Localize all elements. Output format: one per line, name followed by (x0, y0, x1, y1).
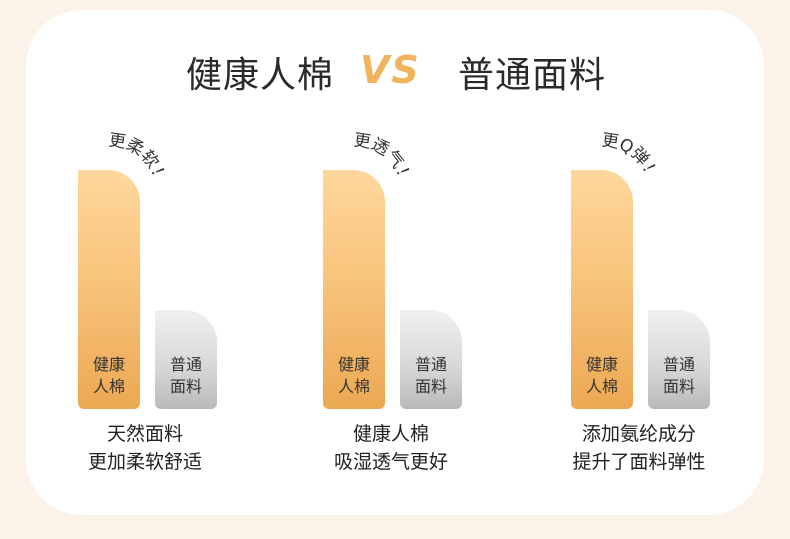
bar-regular-fabric: 普通 面料 (155, 310, 217, 409)
group-caption: 天然面料 更加柔软舒适 (87, 423, 202, 473)
bar-label: 普通 面料 (414, 355, 447, 396)
comparison-card (26, 10, 764, 515)
vs-badge: VS (360, 48, 421, 92)
bar-healthy-cotton: 健康 人棉 (323, 170, 385, 409)
bar-label: 健康 人棉 (92, 355, 125, 396)
bar-healthy-cotton: 健康 人棉 (571, 170, 633, 409)
title-left: 健康人棉 (186, 55, 335, 96)
comparison-group-softness: 更柔软！ 健康 人棉 普通 面料 天然面料 更加柔软舒适 (78, 0, 318, 539)
comparison-group-breathability: 更透气！ 健康 人棉 普通 面料 健康人棉 吸湿透气更好 (323, 0, 563, 539)
group-caption: 健康人棉 吸湿透气更好 (333, 423, 448, 473)
bar-healthy-cotton: 健康 人棉 (78, 170, 140, 409)
comparison-group-elasticity: 更Q弹！ 健康 人棉 普通 面料 添加氨纶成分 提升了面料弹性 (571, 0, 790, 539)
bar-label: 普通 面料 (169, 355, 202, 396)
bar-regular-fabric: 普通 面料 (400, 310, 462, 409)
title-right: 普通面料 (458, 55, 607, 96)
bar-label: 健康 人棉 (337, 355, 370, 396)
group-caption: 添加氨纶成分 提升了面料弹性 (572, 423, 706, 473)
bar-label: 普通 面料 (662, 355, 695, 396)
bar-regular-fabric: 普通 面料 (648, 310, 710, 409)
bar-label: 健康 人棉 (585, 355, 618, 396)
